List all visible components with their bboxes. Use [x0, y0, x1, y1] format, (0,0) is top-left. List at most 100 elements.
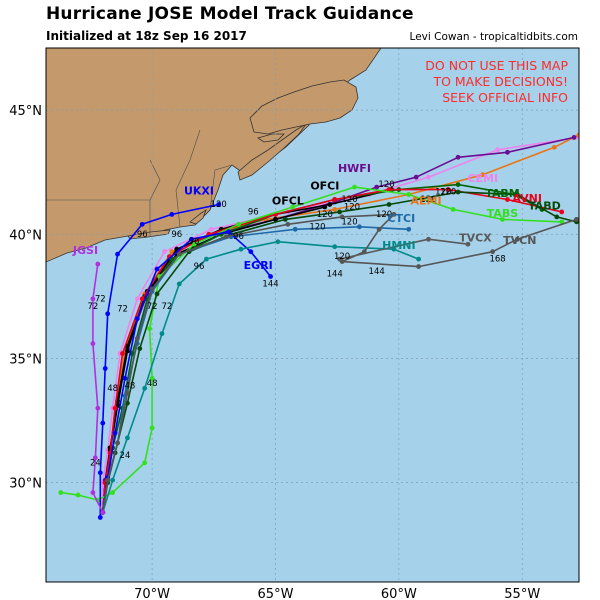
track-point: [100, 510, 106, 515]
track-point: [149, 425, 155, 431]
track-egri: [102, 231, 272, 513]
track-point: [58, 490, 64, 495]
model-label-egri: EGRI: [244, 259, 273, 272]
track-point: [455, 182, 461, 188]
track-point: [559, 219, 565, 225]
lon-label: 55°W: [504, 587, 540, 600]
lon-label: 70°W: [134, 587, 170, 600]
track-point: [169, 249, 175, 255]
track-point: [110, 477, 116, 483]
track-point: [203, 256, 209, 262]
track-point: [339, 214, 345, 220]
track-point: [416, 256, 422, 262]
page-title: Hurricane JOSE Model Track Guidance: [46, 4, 414, 24]
forecast-hour-label: 72: [147, 302, 158, 312]
forecast-hour-label: 48: [147, 379, 158, 389]
forecast-hour-label: 96: [171, 230, 182, 240]
track-point: [149, 286, 155, 292]
track-point: [226, 229, 232, 235]
track-point: [90, 341, 96, 346]
forecast-hour-label: 48: [124, 381, 135, 391]
model-label-tvcn: TVCN: [503, 234, 536, 247]
lat-label: 35°N: [9, 352, 42, 367]
forecast-hour-label: 96: [233, 232, 244, 242]
track-point: [413, 174, 419, 180]
model-label-tabd: TABD: [528, 199, 561, 212]
track-point: [149, 375, 155, 381]
track-point: [90, 490, 96, 495]
track-point: [110, 490, 116, 495]
forecast-hour-label: 24: [120, 451, 131, 461]
track-avni: [102, 188, 562, 513]
track-point: [480, 172, 486, 178]
track-point: [514, 192, 520, 197]
track-point: [154, 266, 160, 272]
track-point: [426, 174, 431, 180]
track-point: [574, 216, 579, 222]
lat-label: 40°N: [9, 228, 42, 243]
track-point: [450, 207, 456, 212]
track-point: [465, 241, 471, 247]
border-line: [209, 164, 233, 211]
track-point: [426, 236, 431, 242]
track-point: [290, 204, 296, 210]
track-point: [571, 135, 577, 140]
track-point: [327, 202, 333, 207]
forecast-hour-label: 120: [341, 195, 357, 205]
track-point: [391, 212, 397, 217]
track-point: [134, 316, 140, 322]
track-point: [97, 470, 103, 476]
model-tracks: [58, 132, 579, 520]
model-label-tvcx: TVCX: [459, 232, 492, 245]
forecast-hour-label: 72: [87, 302, 98, 312]
forecast-hour-label: 120: [341, 217, 357, 227]
track-point: [500, 216, 505, 222]
track-point: [551, 144, 557, 150]
track-point: [169, 212, 175, 217]
track-point: [125, 390, 130, 396]
track-point: [95, 261, 101, 267]
track-point: [92, 455, 98, 461]
land-nova-scotia: [237, 123, 307, 181]
map-frame: [45, 47, 580, 583]
track-point: [176, 281, 182, 287]
warning-line-3: SEEK OFFICIAL INFO: [442, 90, 568, 105]
track-point: [154, 291, 160, 297]
track-point: [337, 256, 343, 262]
model-label-tabm: TABM: [485, 187, 520, 200]
track-point: [406, 192, 412, 197]
lat-label: 45°N: [9, 104, 42, 119]
track-point: [120, 351, 125, 356]
model-label-ofcl: OFCL: [272, 194, 304, 207]
forecast-hour-label: 48: [107, 384, 118, 394]
track-point: [559, 209, 565, 215]
track-point: [208, 226, 214, 232]
track-point: [268, 274, 273, 279]
track-point: [386, 202, 392, 207]
lon-label: 65°W: [258, 587, 294, 600]
model-label-avni: AVNI: [512, 192, 542, 205]
track-point: [505, 197, 510, 202]
forecast-hour-label: 96: [248, 207, 259, 217]
forecast-hour-label: 120: [334, 252, 350, 262]
track-point: [159, 331, 165, 337]
forecast-hour-label: 120: [376, 210, 392, 220]
track-point: [142, 460, 148, 466]
model-label-ukxi: UKXI: [184, 185, 214, 198]
track-point: [273, 216, 278, 222]
credit: Levi Cowan - tropicaltidbits.com: [409, 31, 578, 43]
forecast-hour-label: 120: [344, 202, 360, 212]
forecast-hour-label: 120: [309, 222, 325, 232]
forecast-hour-label: 96: [189, 237, 200, 247]
track-point: [105, 477, 111, 483]
track-point: [139, 296, 145, 302]
land-pei: [257, 133, 285, 143]
track-point: [332, 207, 338, 212]
political-borders: [46, 129, 233, 236]
track-point: [514, 236, 520, 242]
track-point: [356, 224, 362, 230]
track-point: [416, 264, 422, 269]
track-hmni: [102, 240, 419, 513]
track-point: [176, 251, 182, 257]
